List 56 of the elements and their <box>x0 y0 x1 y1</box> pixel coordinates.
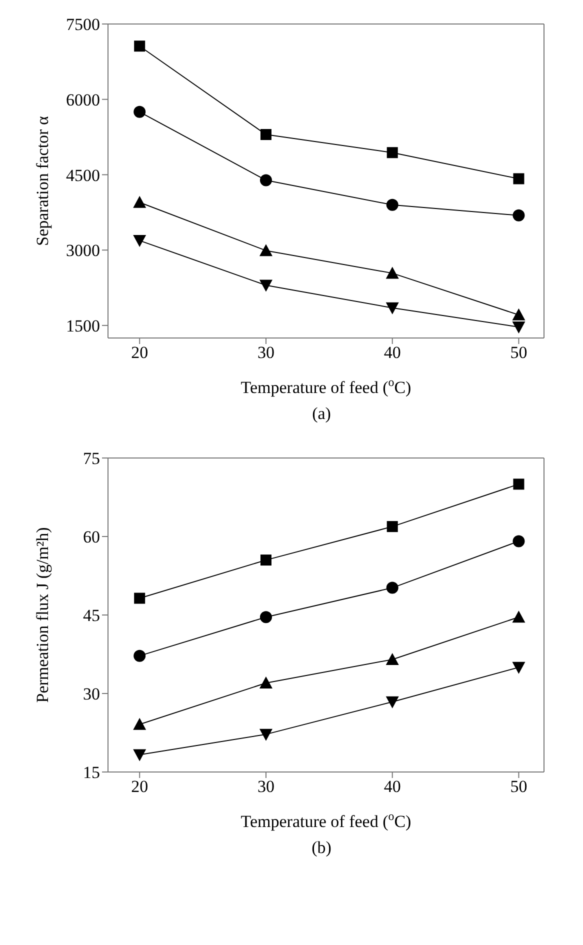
point <box>513 478 524 490</box>
x-tick-label: 20 <box>131 343 148 362</box>
y-tick-label: 1500 <box>66 316 100 336</box>
x-tick-label: 20 <box>131 777 148 796</box>
point <box>512 662 526 674</box>
x-tick-label: 30 <box>257 777 274 796</box>
point <box>386 696 399 708</box>
x-tick-label: 30 <box>257 343 274 362</box>
y-tick-label: 60 <box>83 528 100 547</box>
y-tick-label: 7500 <box>66 15 100 34</box>
point <box>134 592 146 604</box>
point <box>260 611 272 624</box>
point <box>133 718 146 730</box>
point <box>260 554 272 566</box>
point <box>259 280 272 292</box>
y-tick-label: 3000 <box>66 241 100 260</box>
point <box>512 209 525 222</box>
point <box>260 129 272 140</box>
point <box>386 147 398 158</box>
point <box>259 676 272 689</box>
point <box>386 521 398 532</box>
point <box>512 610 526 623</box>
point <box>133 235 146 248</box>
point <box>134 40 146 52</box>
x-tick-label: 50 <box>510 777 528 796</box>
x-axis-title: Temperature of feed ($^{o}$C) <box>240 375 412 397</box>
y-tick-label: 75 <box>83 449 100 468</box>
y-tick-label: 4500 <box>66 166 100 185</box>
text: (b) <box>310 838 332 858</box>
y-tick-label: 6000 <box>66 90 100 110</box>
point <box>134 650 146 662</box>
point <box>512 308 526 320</box>
point <box>513 173 524 184</box>
point <box>512 535 525 548</box>
point <box>134 106 146 118</box>
point <box>386 266 399 279</box>
y-tick-label: 15 <box>83 763 100 782</box>
y-tick-label: 30 <box>83 684 100 704</box>
point <box>259 728 272 741</box>
point <box>512 321 526 334</box>
x-tick-label: 40 <box>384 777 401 796</box>
point <box>386 582 398 594</box>
y-axis-title: Permeation flux J (g/m²h) <box>32 527 52 703</box>
point <box>259 244 272 256</box>
y-tick-label: 45 <box>83 606 100 626</box>
text: (a) <box>311 404 332 424</box>
x-tick-label: 50 <box>510 343 528 362</box>
point <box>386 302 399 314</box>
x-axis-title: Temperature of feed ($^{o}$C) <box>240 809 412 831</box>
point <box>386 198 398 211</box>
point <box>386 652 399 665</box>
point <box>260 174 272 186</box>
point <box>133 196 146 208</box>
point <box>133 749 146 762</box>
x-tick-label: 40 <box>384 343 401 362</box>
y-axis-title: Separation factor α <box>32 116 52 246</box>
